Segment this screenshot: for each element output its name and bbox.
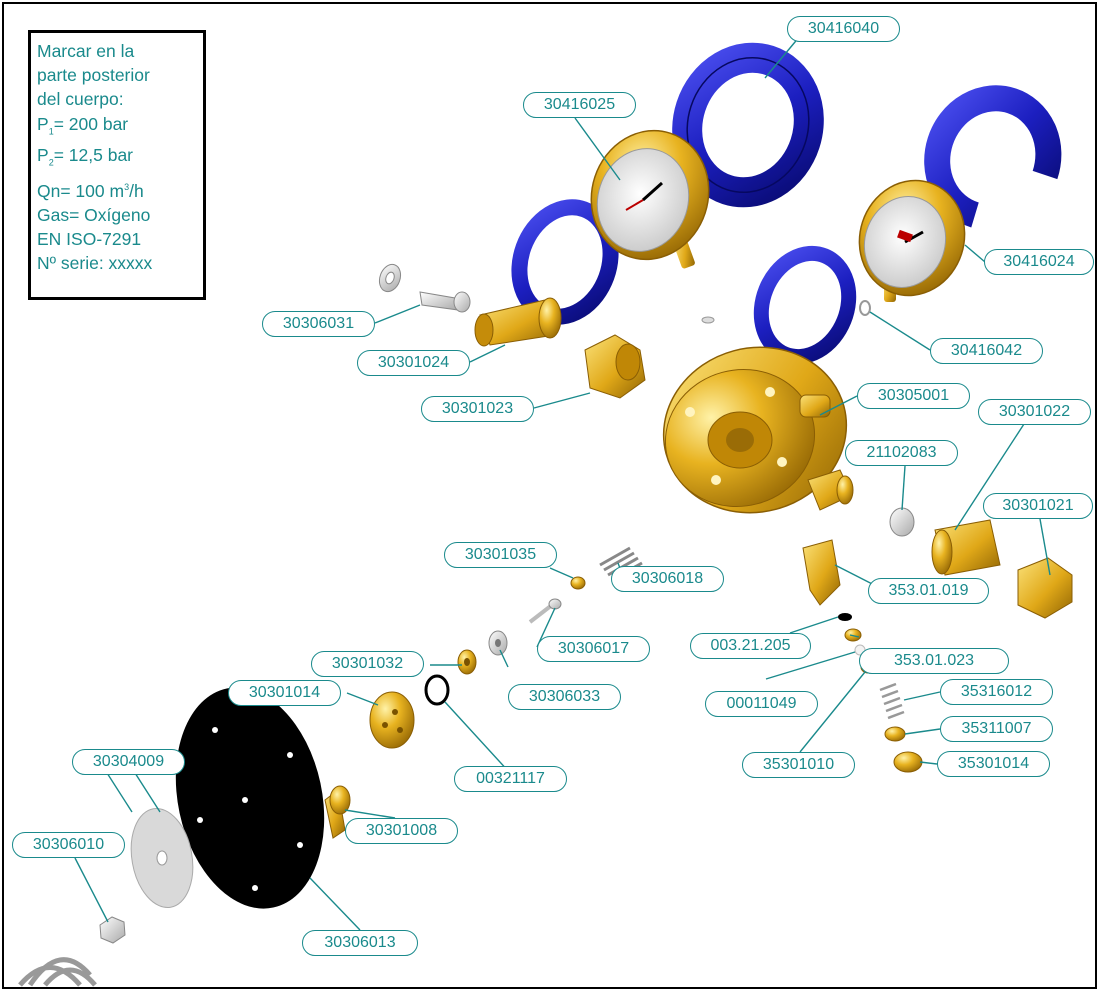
notes-serial: Nº serie: xxxxx — [37, 253, 153, 274]
gauge-cover-right-split — [924, 85, 1062, 228]
callout-30301035: 30301035 — [444, 542, 557, 568]
callout-30306018: 30306018 — [611, 566, 724, 592]
notes-qn: Qn= 100 m3/h — [37, 175, 203, 203]
washer-top-left — [378, 263, 402, 293]
callout-30306031: 30306031 — [262, 311, 375, 337]
callout-30306010: 30306010 — [12, 832, 125, 858]
notes-gas: Gas= Oxígeno — [37, 205, 151, 226]
callout-21102083: 21102083 — [845, 440, 958, 466]
callout-30301008: 30301008 — [345, 818, 458, 844]
diaphragm-disk — [175, 687, 325, 909]
notes-line-3: del cuerpo: — [37, 89, 124, 110]
spring-30306018 — [599, 546, 643, 582]
pressure-gauge-right — [858, 179, 966, 302]
notes-p1: P1= 200 bar — [37, 112, 203, 144]
cup-35311007 — [884, 726, 906, 742]
callout-30416040: 30416040 — [787, 16, 900, 42]
tiny-clip-icon — [701, 316, 715, 324]
notes-standard: EN ISO-7291 — [37, 229, 142, 250]
callout-30306017: 30306017 — [537, 636, 650, 662]
callout-35301014: 35301014 — [937, 751, 1050, 777]
cap-35301014 — [893, 751, 923, 773]
callout-00011049: 00011049 — [705, 691, 818, 717]
diaphragm-stem — [324, 785, 351, 839]
qn-superscript: 3 — [124, 182, 130, 193]
bonnet-plug — [369, 691, 415, 749]
callout-30306033: 30306033 — [508, 684, 621, 710]
callout-30301021: 30301021 — [983, 493, 1093, 519]
inlet-fitting — [474, 297, 562, 347]
notes-p2: P2= 12,5 bar — [37, 143, 203, 175]
pin-30306017 — [528, 598, 562, 624]
callout-30416025: 30416025 — [523, 92, 636, 118]
marking-notes-box: Marcar en la parte posterior del cuerpo:… — [28, 30, 206, 300]
small-nut-30301035 — [570, 576, 586, 590]
qn-suffix: /h — [129, 180, 144, 201]
main-spring — [18, 957, 97, 987]
washer-30301032 — [457, 649, 477, 675]
callout-30304009: 30304009 — [72, 749, 185, 775]
callout-353-01-019: 353.01.019 — [868, 578, 989, 604]
notes-line-2: parte posterior — [37, 65, 150, 86]
o-ring-00321117 — [424, 674, 450, 706]
p1-subscript: 1 — [48, 126, 54, 137]
qn-prefix: Qn= 100 m — [37, 180, 125, 201]
callout-35316012: 35316012 — [940, 679, 1053, 705]
regulator-body — [662, 346, 854, 514]
washer-30306033 — [488, 630, 508, 656]
p2-subscript: 2 — [48, 157, 54, 168]
backing-plate — [130, 807, 194, 909]
inlet-nut — [584, 334, 646, 399]
callout-00321117: 00321117 — [454, 766, 567, 792]
p1-value: = 200 bar — [53, 113, 129, 134]
valve-seat — [802, 539, 841, 606]
spring-35316012 — [879, 682, 905, 720]
o-ring-003-21-205 — [838, 613, 852, 621]
callout-35311007: 35311007 — [940, 716, 1053, 742]
callout-30416042: 30416042 — [930, 338, 1043, 364]
callout-30306013: 30306013 — [302, 930, 418, 956]
outlet-nut — [1017, 557, 1073, 619]
pressure-gauge-left — [590, 129, 710, 269]
p2-value: = 12,5 bar — [53, 145, 133, 166]
nut-30306010 — [99, 916, 126, 944]
screw-bolt — [419, 291, 471, 313]
callout-30301022: 30301022 — [978, 399, 1091, 425]
callout-30301023: 30301023 — [421, 396, 534, 422]
callout-35301010: 35301010 — [742, 752, 855, 778]
callout-30301014: 30301014 — [228, 680, 341, 706]
p1-symbol: P — [37, 113, 49, 134]
callout-30416024: 30416024 — [984, 249, 1094, 275]
callout-30301024: 30301024 — [357, 350, 470, 376]
gauge-cover-top — [672, 42, 824, 208]
small-washer-icon — [859, 300, 871, 316]
callout-353-01-023: 353.01.023 — [859, 648, 1009, 674]
callout-30301032: 30301032 — [311, 651, 424, 677]
callout-30305001: 30305001 — [857, 383, 970, 409]
notes-line-1: Marcar en la — [37, 41, 135, 61]
washer-21102083 — [889, 507, 915, 537]
callout-003-21-205: 003.21.205 — [690, 633, 811, 659]
p2-symbol: P — [37, 145, 49, 166]
outlet-sleeve — [931, 519, 1001, 576]
